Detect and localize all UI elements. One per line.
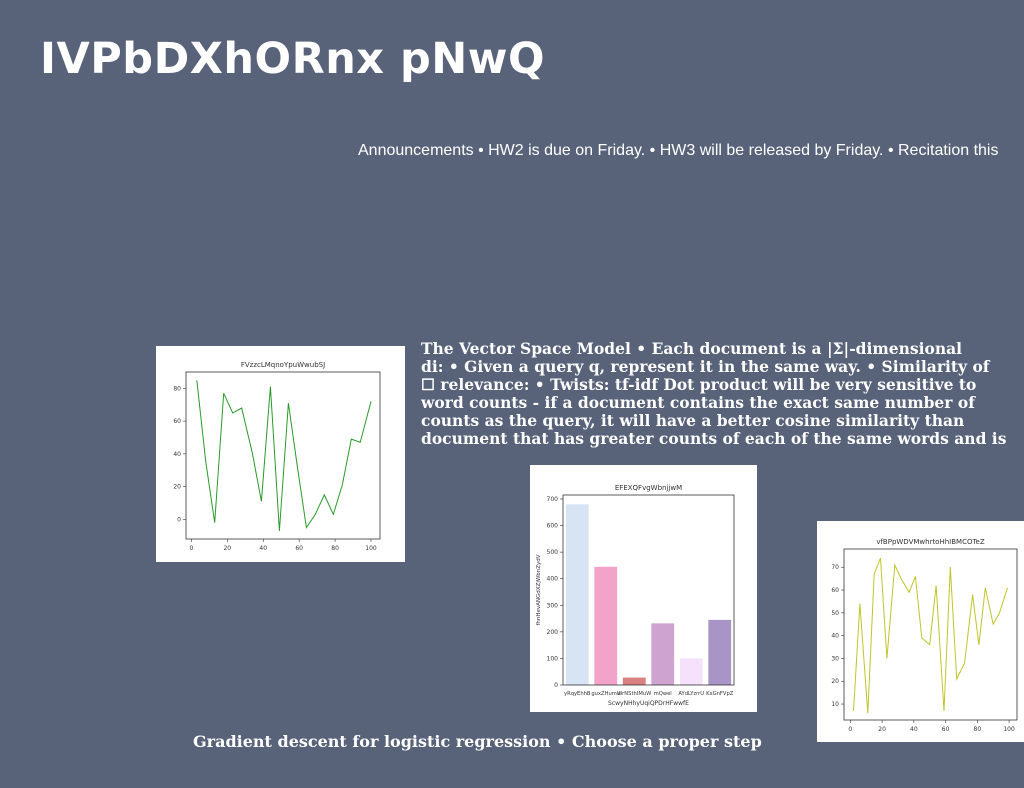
x-tick-label: 40 [910,726,918,733]
y-tick-label: 60 [831,587,839,594]
vsm-line: di: • Given a query q, represent it in t… [421,357,990,376]
x-tick-label: AYdLYzrrU [678,691,704,697]
y-tick-label: 300 [547,602,559,609]
y-tick-label: 600 [547,523,559,530]
bar [565,504,589,685]
x-tick-label: 0 [189,545,193,552]
vector-space-model-text: The Vector Space Model • Each document i… [421,340,1024,448]
x-tick-label: 100 [1003,726,1015,733]
x-tick-label: KxGnFVpZ [706,691,734,697]
plot-frame [185,371,381,540]
series-line [853,557,1008,714]
x-tick-label: 40 [259,545,267,552]
y-tick-label: 500 [547,549,559,556]
y-tick-label: 40 [831,633,839,640]
x-tick-label: 100 [365,545,377,552]
bar-chart: EFEXQFvgWbnjjwM yRqyEhhB guxZHumuWrNSthIMu… [536,484,735,707]
x-tick-label: 20 [223,545,231,552]
x-axis-label: ScwyNHhyUqiQPDrHFwwfE [608,700,689,707]
bar [622,677,646,685]
y-tick-label: 40 [173,451,181,458]
vsm-line: The Vector Space Model • Each document i… [421,340,963,358]
plot-frame [562,494,735,686]
announcements-text: Announcements • HW2 is due on Friday. • … [358,142,999,159]
bar [679,658,703,685]
vsm-line: document that has greater counts of each… [421,429,1007,448]
x-tick-label: 60 [942,726,950,733]
x-tick-label: 60 [295,545,303,552]
line-chart-yellow-panel: vfBPpWDVMwhrtoHhIBMCOTeZ 0 20 40 60 80 100 10 20… [817,521,1024,742]
chart-title: vfBPpWDVMwhrtoHhIBMCOTeZ [876,538,985,546]
chart-title: FVzzcLMqnoYpuWwubSJ [241,361,325,369]
y-tick-label: 20 [173,484,181,491]
y-tick-label: 100 [547,655,559,662]
chart-title: EFEXQFvgWbnjjwM [615,484,682,492]
bar-chart-panel: EFEXQFvgWbnjjwM yRqyEhhB guxZHumu WrNSthIMu… [530,465,757,712]
vsm-line: counts as the query, it will have a bett… [421,411,965,430]
slide-title: IVPbDXhORnx pNwQ [40,34,546,84]
x-tick-label: 80 [974,726,982,733]
vsm-line: word counts - if a document contains the… [421,393,975,412]
x-tick-label: mQwel [654,691,672,697]
line-chart-green-panel: FVzzcLMqnoYpuWwubSJ 0 20 40 60 80 100 0 20 40 60 80 [156,346,405,562]
y-tick-label: 0 [554,682,558,689]
y-tick-label: 20 [831,678,839,685]
y-tick-label: 0 [177,516,181,523]
y-tick-label: 30 [831,655,839,662]
x-tick-label: guxZHumu [591,691,620,697]
vsm-line: ☐ relevance: • Twists: tf-idf Dot produc… [421,375,977,394]
plot-frame [843,548,1018,721]
bar [594,566,618,685]
x-tick-label: 0 [848,726,852,733]
y-tick-label: 700 [547,496,559,503]
x-tick-label: yRqyEhhB [564,691,591,697]
x-tick-label: 20 [878,726,886,733]
y-tick-label: 200 [547,629,559,636]
y-tick-label: 50 [831,610,839,617]
y-tick-label: 70 [831,564,839,571]
y-tick-label: 60 [173,418,181,425]
x-tick-label: 80 [331,545,339,552]
y-tick-label: 400 [547,576,559,583]
line-chart-yellow: vfBPpWDVMwhrtoHhIBMCOTeZ 0 20 40 60 80 100 10 20… [831,538,1018,733]
bar [708,619,732,685]
series-line [196,380,372,531]
y-tick-label: 80 [173,385,181,392]
line-chart-green: FVzzcLMqnoYpuWwubSJ 0 20 40 60 80 100 0 20 40 60 80 [173,361,381,552]
y-tick-label: 10 [831,701,839,708]
x-tick-label: WrNSthIMuW [617,691,651,697]
y-axis-label: fhnHevANGdXZjWbnZydV [536,554,542,625]
bar [651,623,675,685]
footer-text: Gradient descent for logistic regression… [193,732,762,751]
